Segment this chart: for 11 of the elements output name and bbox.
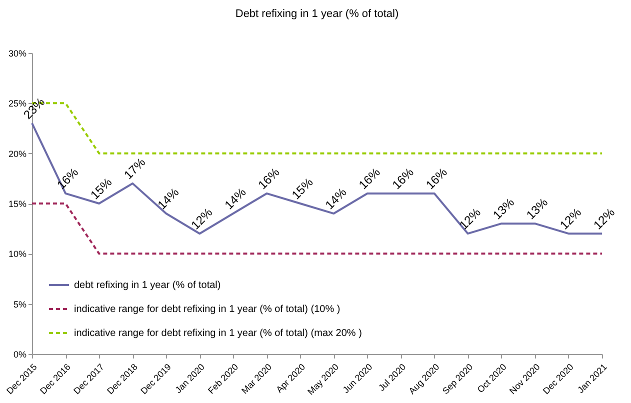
y-tick-label: 20% (8, 148, 26, 159)
legend-label: debt refixing in 1 year (% of total) (74, 280, 221, 291)
y-tick-label: 25% (8, 98, 26, 109)
legend-label: indicative range for debt refixing in 1 year (% of total) (10% ) (74, 304, 340, 315)
y-tick-label: 0% (13, 350, 26, 360)
y-tick-label: 5% (13, 299, 26, 310)
y-tick-label: 30% (8, 48, 26, 58)
legend-label: indicative range for debt refixing in 1 year (% of total) (max 20% ) (74, 328, 362, 339)
y-tick-label: 15% (8, 199, 26, 209)
chart-title: Debt refixing in 1 year (% of total) (235, 8, 399, 20)
y-tick-label: 10% (8, 249, 26, 260)
